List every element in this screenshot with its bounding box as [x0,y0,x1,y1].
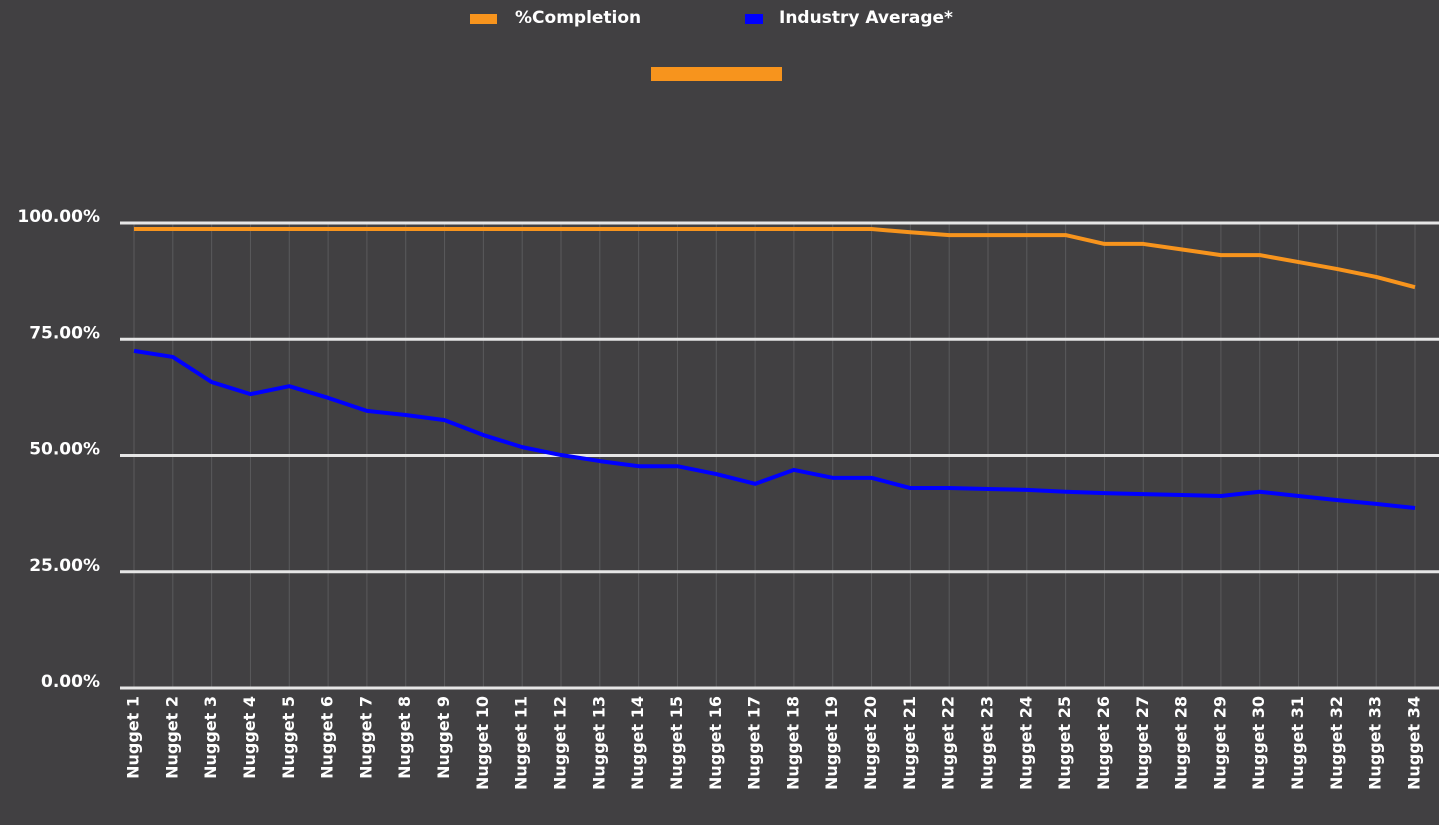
y-tick-label: 25.00% [29,556,100,576]
x-tick-label: Nugget 14 [628,696,647,790]
x-tick-label: Nugget 17 [745,696,764,790]
x-tick-label: Nugget 15 [667,696,686,790]
x-tick-label: Nugget 1 [124,696,143,779]
x-tick-label: Nugget 12 [551,696,570,790]
y-tick-label: 0.00% [41,672,100,692]
x-tick-label: Nugget 33 [1366,696,1385,790]
x-tick-label: Nugget 31 [1288,696,1307,790]
x-tick-label: Nugget 30 [1249,696,1268,790]
x-tick-label: Nugget 26 [1094,696,1113,790]
x-tick-label: Nugget 11 [512,696,531,790]
series-line [133,348,1416,511]
x-tick-label: Nugget 6 [318,696,337,779]
y-tick-label: 75.00% [29,323,100,343]
x-tick-label: Nugget 28 [1172,696,1191,790]
x-tick-label: Nugget 21 [900,696,919,790]
x-tick-label: Nugget 22 [939,696,958,790]
x-tick-label: Nugget 32 [1327,696,1346,790]
decoration-bar [651,67,782,81]
x-tick-label: Nugget 29 [1210,696,1229,790]
x-tick-label: Nugget 34 [1405,696,1424,790]
legend-label: %Completion [515,8,641,28]
x-tick-label: Nugget 9 [434,696,453,779]
x-tick-label: Nugget 20 [861,696,880,790]
legend-label: Industry Average* [779,8,953,28]
legend-swatch [470,14,497,24]
series-line [134,227,1416,290]
y-tick-label: 100.00% [17,207,100,227]
x-tick-label: Nugget 5 [279,696,298,779]
legend-swatch [745,14,763,24]
x-tick-label: Nugget 25 [1055,696,1074,790]
x-tick-label: Nugget 19 [822,696,841,790]
x-tick-label: Nugget 2 [162,696,181,779]
x-tick-label: Nugget 8 [395,696,414,779]
x-tick-label: Nugget 13 [589,696,608,790]
x-tick-label: Nugget 16 [706,696,725,790]
x-tick-label: Nugget 24 [1016,696,1035,790]
x-tick-label: Nugget 10 [473,696,492,790]
x-tick-label: Nugget 18 [783,696,802,790]
y-tick-label: 50.00% [29,440,100,460]
x-tick-label: Nugget 4 [240,696,259,779]
x-tick-label: Nugget 27 [1133,696,1152,790]
x-tick-label: Nugget 23 [978,696,997,790]
x-tick-label: Nugget 7 [356,696,375,779]
x-tick-label: Nugget 3 [201,696,220,779]
